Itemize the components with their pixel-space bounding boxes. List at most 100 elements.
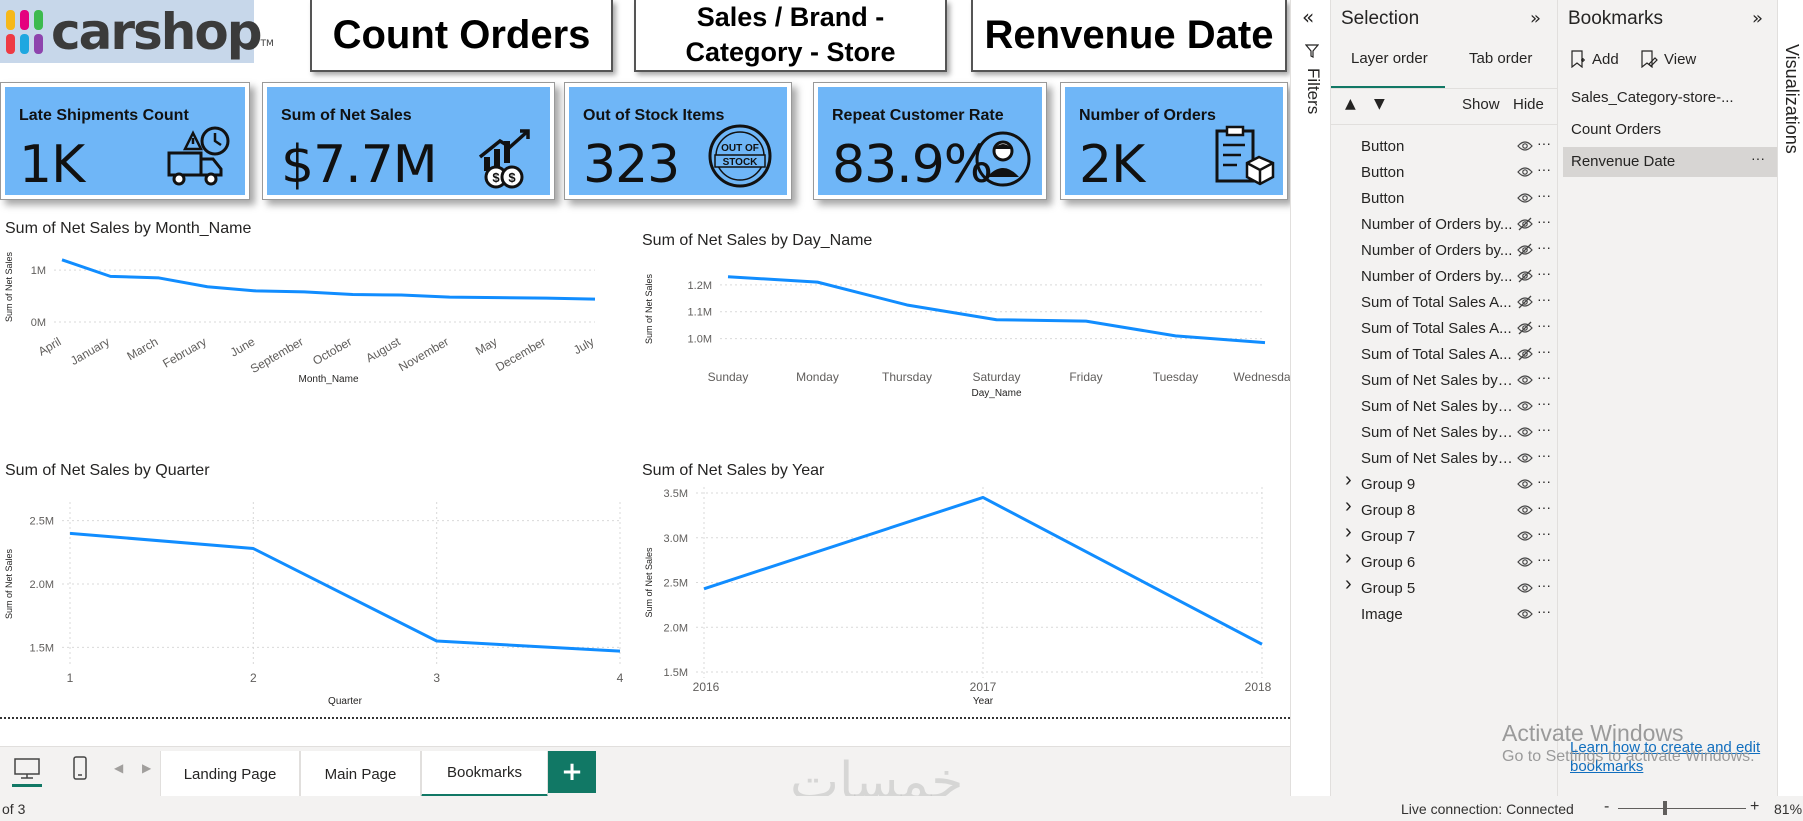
bookmark-more-options-icon[interactable]: ··· [1751, 150, 1765, 166]
tab-layer-order[interactable]: Layer order [1351, 50, 1428, 67]
zoom-out-button[interactable]: - [1604, 798, 1610, 815]
more-options-icon[interactable]: ··· [1537, 473, 1551, 489]
filters-label[interactable]: Filters [1304, 68, 1323, 115]
visualizations-pane-collapsed[interactable]: Visualizations [1777, 0, 1803, 796]
next-page-icon[interactable]: ▶ [142, 761, 152, 775]
layer-row[interactable]: Button ··· [1331, 185, 1558, 211]
series-line[interactable] [703, 495, 1263, 646]
more-options-icon[interactable]: ··· [1537, 499, 1551, 515]
layer-row[interactable]: Button ··· [1331, 133, 1558, 159]
eye-icon[interactable] [1517, 399, 1533, 413]
eye-icon[interactable] [1517, 529, 1533, 543]
more-options-icon[interactable]: ··· [1537, 577, 1551, 593]
series-line[interactable] [727, 275, 1266, 345]
visualizations-label[interactable]: Visualizations [1782, 44, 1802, 154]
prev-page-icon[interactable]: ◀ [114, 761, 124, 775]
eye-hidden-icon[interactable] [1517, 295, 1533, 309]
eye-hidden-icon[interactable] [1517, 321, 1533, 335]
eye-icon[interactable] [1517, 425, 1533, 439]
zoom-slider-track[interactable] [1618, 808, 1746, 809]
zoom-level[interactable]: 81% [1774, 801, 1803, 817]
expand-chevron-icon[interactable]: › [1345, 521, 1352, 543]
revenue-date-button[interactable]: Renvenue Date [971, 0, 1287, 72]
layer-group-row[interactable]: › Group 5 ··· [1331, 573, 1558, 601]
line-chart-year[interactable]: 1.5M 2.0M 2.5M 3.0M 3.5M 2016 2017 2018 Year Sum … [640, 482, 1290, 714]
eye-hidden-icon[interactable] [1517, 347, 1533, 361]
line-chart-month[interactable]: 0M 1M April January March February JuneSeptemb… [0, 240, 630, 445]
layer-row[interactable]: Number of Orders by... ··· [1331, 211, 1558, 237]
eye-icon[interactable] [1517, 139, 1533, 153]
eye-icon[interactable] [1517, 451, 1533, 465]
layer-row[interactable]: Number of Orders by... ··· [1331, 263, 1558, 289]
more-options-icon[interactable]: ··· [1537, 265, 1551, 281]
show-all-button[interactable]: Show [1462, 96, 1500, 113]
eye-icon[interactable] [1517, 581, 1533, 595]
more-options-icon[interactable]: ··· [1537, 525, 1551, 541]
more-options-icon[interactable]: ··· [1537, 369, 1551, 385]
collapse-bookmarks-icon[interactable]: » [1752, 8, 1764, 29]
line-chart-quarter[interactable]: 1.5M 2.0M 2.5M 1 2 3 4 Quarter Sum of Net Sales [0, 482, 630, 714]
view-bookmarks-button[interactable]: View [1640, 50, 1696, 68]
move-down-icon[interactable]: ▼ [1374, 96, 1385, 112]
bookmarks-help-link[interactable]: Learn how to create and edit bookmarks [1570, 739, 1761, 775]
sales-brand-category-store-button[interactable]: Sales / Brand - Category - Store [634, 0, 947, 72]
add-bookmark-button[interactable]: Add [1570, 50, 1619, 68]
expand-chevron-icon[interactable]: › [1345, 495, 1352, 517]
expand-chevron-icon[interactable]: › [1345, 573, 1352, 595]
eye-icon[interactable] [1517, 373, 1533, 387]
more-options-icon[interactable]: ··· [1537, 187, 1551, 203]
series-line[interactable] [69, 531, 621, 653]
bookmark-item[interactable]: Renvenue Date ··· [1563, 147, 1778, 177]
eye-icon[interactable] [1517, 191, 1533, 205]
layer-row[interactable]: Sum of Net Sales by ... ··· [1331, 419, 1558, 445]
layer-row[interactable]: Sum of Net Sales by ... ··· [1331, 445, 1558, 471]
more-options-icon[interactable]: ··· [1537, 603, 1551, 619]
bookmark-item[interactable]: Sales_Category-store-... [1571, 89, 1734, 106]
layer-row[interactable]: Sum of Net Sales by ... ··· [1331, 367, 1558, 393]
layer-row[interactable]: Sum of Total Sales A... ··· [1331, 289, 1558, 315]
zoom-slider-handle[interactable] [1663, 801, 1667, 815]
eye-hidden-icon[interactable] [1517, 269, 1533, 283]
bookmark-item[interactable]: Count Orders [1571, 121, 1662, 138]
layer-row[interactable]: Button ··· [1331, 159, 1558, 185]
eye-hidden-icon[interactable] [1517, 243, 1533, 257]
eye-icon[interactable] [1517, 165, 1533, 179]
more-options-icon[interactable]: ··· [1537, 213, 1551, 229]
layer-group-row[interactable]: › Group 8 ··· [1331, 495, 1558, 523]
eye-icon[interactable] [1517, 555, 1533, 569]
layer-row[interactable]: Sum of Total Sales A... ··· [1331, 315, 1558, 341]
more-options-icon[interactable]: ··· [1537, 343, 1551, 359]
layer-group-row[interactable]: › Group 9 ··· [1331, 469, 1558, 497]
add-page-button[interactable]: + [548, 751, 596, 793]
more-options-icon[interactable]: ··· [1537, 239, 1551, 255]
filters-pane-collapsed[interactable]: « Filters [1290, 0, 1330, 796]
move-up-icon[interactable]: ▲ [1345, 96, 1356, 112]
layer-row[interactable]: Sum of Total Sales A... ··· [1331, 341, 1558, 367]
line-chart-day[interactable]: 1.0M 1.1M 1.2M Sunday Monday Thursday Saturday… [640, 252, 1290, 457]
layer-group-row[interactable]: › Group 7 ··· [1331, 521, 1558, 549]
more-options-icon[interactable]: ··· [1537, 291, 1551, 307]
expand-chevron-icon[interactable]: › [1345, 469, 1352, 491]
more-options-icon[interactable]: ··· [1537, 551, 1551, 567]
series-line[interactable] [61, 258, 596, 301]
more-options-icon[interactable]: ··· [1537, 135, 1551, 151]
tab-main-page[interactable]: Main Page [300, 751, 421, 797]
tab-landing-page[interactable]: Landing Page [160, 751, 300, 797]
more-options-icon[interactable]: ··· [1537, 395, 1551, 411]
layer-row[interactable]: Number of Orders by... ··· [1331, 237, 1558, 263]
more-options-icon[interactable]: ··· [1537, 421, 1551, 437]
tab-tab-order[interactable]: Tab order [1469, 50, 1533, 67]
mobile-view-icon[interactable] [72, 755, 88, 781]
layer-group-row[interactable]: › Group 6 ··· [1331, 547, 1558, 575]
eye-icon[interactable] [1517, 477, 1533, 491]
tab-bookmarks[interactable]: Bookmarks [421, 751, 548, 797]
collapse-selection-icon[interactable]: » [1530, 8, 1542, 29]
more-options-icon[interactable]: ··· [1537, 161, 1551, 177]
expand-chevron-icon[interactable]: › [1345, 547, 1352, 569]
count-orders-button[interactable]: Count Orders [310, 0, 613, 72]
more-options-icon[interactable]: ··· [1537, 317, 1551, 333]
eye-icon[interactable] [1517, 607, 1533, 621]
desktop-view-icon[interactable] [13, 757, 41, 781]
eye-icon[interactable] [1517, 503, 1533, 517]
layer-row[interactable]: Image ··· [1331, 601, 1558, 627]
